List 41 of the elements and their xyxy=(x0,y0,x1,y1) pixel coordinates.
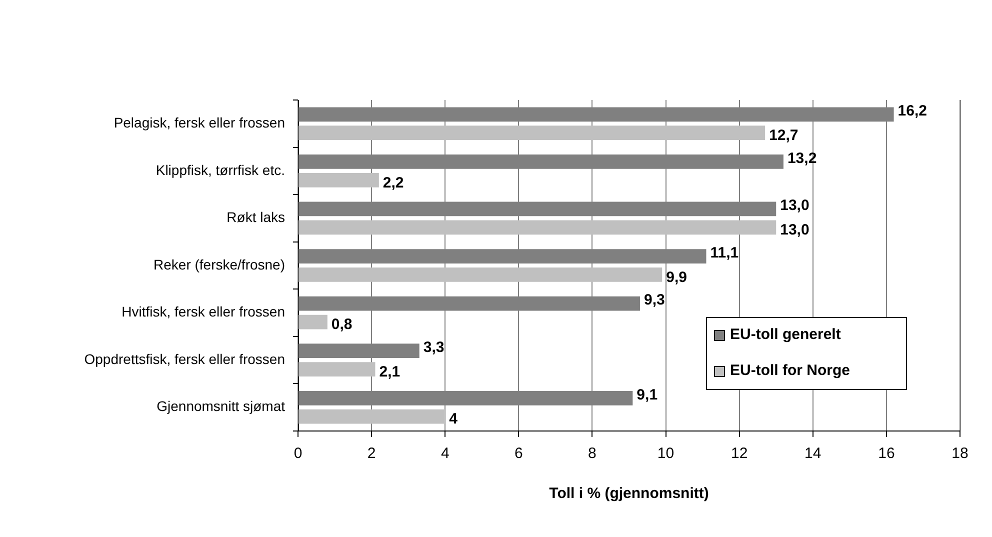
data-label: 13,0 xyxy=(780,222,810,239)
bar xyxy=(298,409,446,424)
x-axis-title: Toll i % (gjennomsnitt) xyxy=(549,485,709,502)
bar xyxy=(298,172,379,188)
x-tick-label: 14 xyxy=(804,445,822,462)
data-label: 0,8 xyxy=(331,316,352,334)
data-label: 2,2 xyxy=(382,174,404,192)
data-label: 9,3 xyxy=(644,292,665,309)
y-tick-label: Røkt laks xyxy=(226,209,285,226)
x-tick-label: 2 xyxy=(367,445,376,462)
y-tick-label: Gjennomsnitt sjømat xyxy=(156,398,286,414)
data-label: 11,1 xyxy=(710,244,739,262)
y-tick-label: Pelagisk, fersk eller frossen xyxy=(114,114,285,130)
bar xyxy=(298,314,328,330)
legend-label: EU-toll for Norge xyxy=(730,362,850,380)
data-label: 13,2 xyxy=(787,150,817,167)
bar xyxy=(298,268,662,282)
data-label: 9,9 xyxy=(666,268,687,286)
x-tick-label: 12 xyxy=(730,445,748,462)
data-label: 13,0 xyxy=(780,197,810,214)
data-label: 2,1 xyxy=(379,363,400,380)
bar xyxy=(298,126,766,140)
x-tick-label: 10 xyxy=(657,445,674,462)
x-tick-label: 4 xyxy=(440,445,450,462)
bar xyxy=(298,362,376,376)
x-tick-label: 16 xyxy=(878,445,895,462)
data-label: 16,2 xyxy=(898,102,928,120)
data-label: 9,1 xyxy=(636,386,658,404)
x-tick-label: 8 xyxy=(588,445,596,462)
y-tick-label: Reker (ferske/frosne) xyxy=(154,256,285,272)
data-label: 4 xyxy=(449,410,458,428)
legend-label: EU-toll generelt xyxy=(730,326,841,344)
y-tick-label: Klippfisk, tørrfisk etc. xyxy=(156,162,285,178)
x-tick-label: 0 xyxy=(294,445,302,462)
y-tick-label: Oppdrettsfisk, fersk eller frossen xyxy=(84,350,285,367)
y-tick-label: Hvitfisk, fersk eller frossen xyxy=(122,304,285,320)
data-label: 12,7 xyxy=(769,127,798,144)
bar xyxy=(298,220,776,235)
data-label: 3,3 xyxy=(423,338,444,356)
x-tick-label: 18 xyxy=(952,445,968,462)
x-tick-label: 6 xyxy=(514,445,523,462)
